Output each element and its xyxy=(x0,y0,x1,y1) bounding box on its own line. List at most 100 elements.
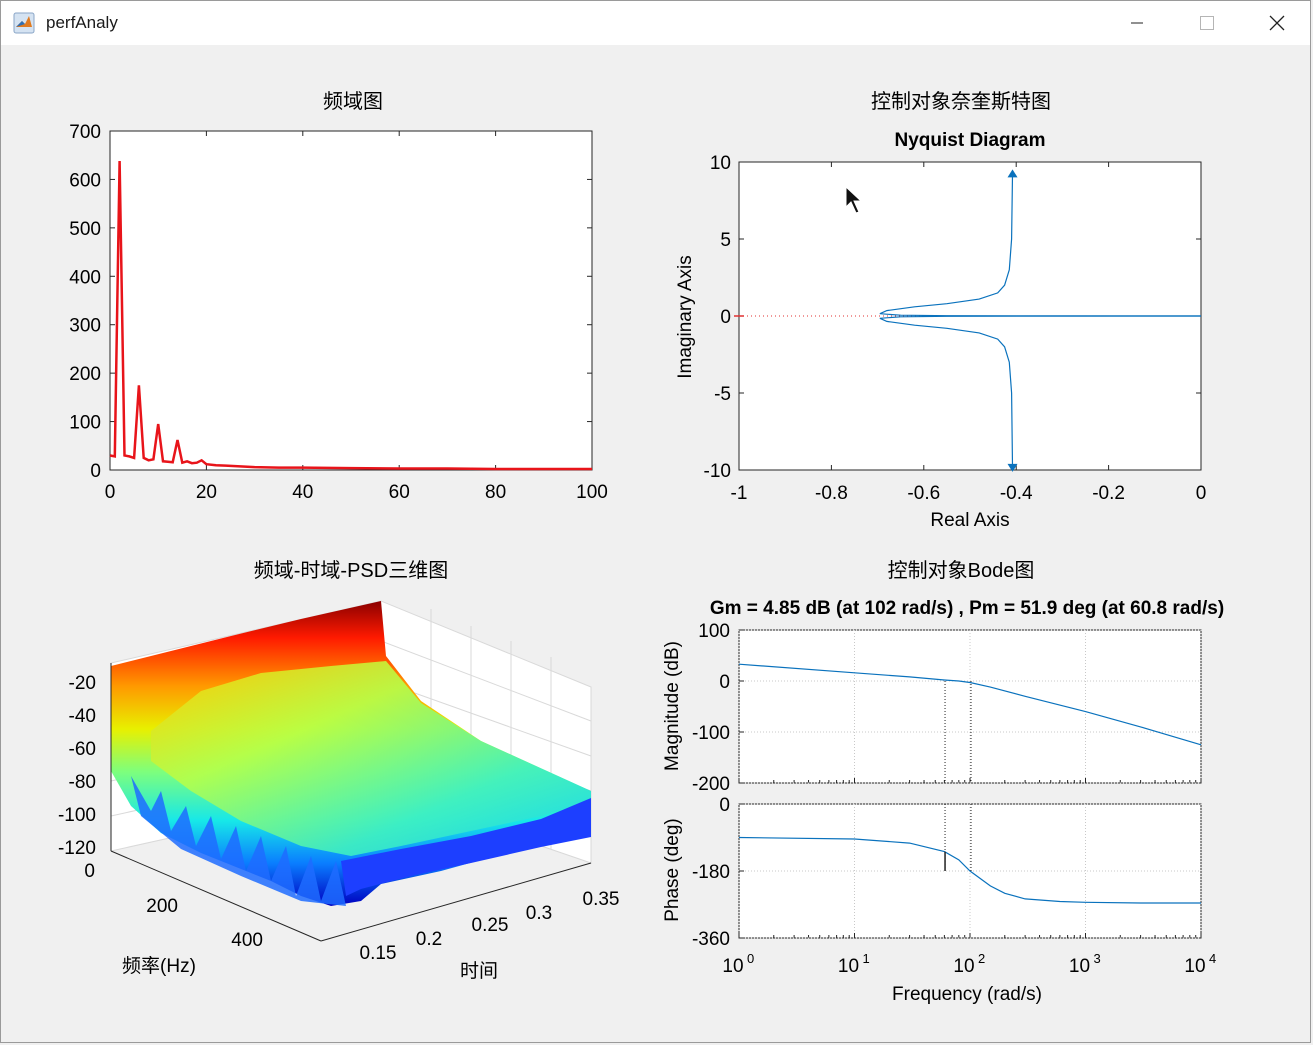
bode-mag-ylabel: Magnitude (dB) xyxy=(662,641,683,771)
bode-xtick-label: 10 xyxy=(1184,956,1205,977)
mouse-cursor-icon xyxy=(845,185,863,214)
psd-time-ticks: 0.15 0.2 0.25 0.3 0.35 xyxy=(360,889,620,964)
svg-text:-80: -80 xyxy=(69,772,96,793)
bode-xtick-exponent: 4 xyxy=(1209,951,1216,966)
svg-text:0.25: 0.25 xyxy=(472,915,509,936)
bode-xtick-label: 10 xyxy=(722,956,743,977)
psd-xlabel: 频率(Hz) xyxy=(122,955,196,977)
svg-text:-120: -120 xyxy=(58,838,96,859)
fft-ytick-label: 200 xyxy=(69,364,101,385)
fft-xtick-label: 100 xyxy=(576,482,608,503)
nyquist-xtick-label: -0.8 xyxy=(815,483,848,504)
nyquist-xtick-label: -1 xyxy=(731,483,748,504)
matlab-icon xyxy=(13,12,35,34)
close-button[interactable] xyxy=(1242,1,1312,45)
bode-ytick-label: 0 xyxy=(719,795,730,816)
psd-surface-front xyxy=(341,798,591,896)
svg-text:0.35: 0.35 xyxy=(583,889,620,910)
nyquist-ytick-label: -10 xyxy=(704,461,731,482)
nyquist-title: 控制对象奈奎斯特图 xyxy=(871,90,1051,113)
bode-ytick-label: -200 xyxy=(692,774,730,795)
nyquist-curves xyxy=(734,169,1201,472)
close-icon xyxy=(1269,15,1285,31)
bode-phase-line xyxy=(738,836,1201,904)
minimize-icon xyxy=(1131,22,1143,24)
fft-ytick-label: 0 xyxy=(90,461,101,482)
fft-title: 频域图 xyxy=(323,90,383,113)
bode-curves xyxy=(738,663,1202,904)
bode-xtick-exponent: 2 xyxy=(978,951,985,966)
nyquist-ylabel: Imaginary Axis xyxy=(675,255,696,379)
bode-xtick-exponent: 0 xyxy=(747,951,754,966)
bode-xtick-label: 10 xyxy=(1069,956,1090,977)
fft-xtick-label: 0 xyxy=(105,482,116,503)
fft-ytick-label: 500 xyxy=(69,219,101,240)
fft-plot[interactable]: 频域图 0 20 40 60 80 100 0 100 200 300 400 500 600 700 xyxy=(69,90,608,503)
bode-magnitude-line xyxy=(738,663,1202,746)
nyquist-ytick-label: 0 xyxy=(720,307,731,328)
nyquist-subtitle: Nyquist Diagram xyxy=(895,130,1046,151)
bode-ytick-label: -100 xyxy=(692,723,730,744)
nyquist-branch-1 xyxy=(879,315,1201,467)
nyquist-xtick-label: 0 xyxy=(1196,483,1207,504)
fft-series-line xyxy=(109,160,592,471)
psd-surface-mid xyxy=(151,661,591,856)
fft-ytick-label: 400 xyxy=(69,267,101,288)
psd-3d-plot[interactable]: 频域-时域-PSD三维图 xyxy=(58,559,620,982)
minimize-button[interactable] xyxy=(1102,1,1172,45)
svg-text:200: 200 xyxy=(146,896,178,917)
fft-xtick-label: 80 xyxy=(485,482,506,503)
window-title: perfAnaly xyxy=(46,13,118,32)
title-bar[interactable]: perfAnaly xyxy=(1,1,1310,45)
fft-xtick-label: 60 xyxy=(389,482,410,503)
psd-surface-ripples xyxy=(131,776,346,906)
nyquist-ytick-label: 10 xyxy=(710,153,731,174)
fft-ytick-label: 300 xyxy=(69,316,101,337)
svg-text:0: 0 xyxy=(84,861,95,882)
nyquist-ytick-label: 5 xyxy=(720,230,731,251)
svg-text:0.15: 0.15 xyxy=(360,943,397,964)
nyquist-xtick-label: -0.6 xyxy=(907,483,940,504)
psd-time-axis xyxy=(320,862,592,942)
svg-text:0.3: 0.3 xyxy=(526,903,552,924)
bode-ytick-label: -180 xyxy=(692,862,730,883)
fft-ytick-label: 700 xyxy=(69,122,101,143)
psd-freq-ticks: 0 200 400 xyxy=(84,861,263,951)
fft-ticks: 0 20 40 60 80 100 0 100 200 300 400 500 600 700 xyxy=(69,122,608,503)
svg-text:-60: -60 xyxy=(69,739,96,760)
maximize-button[interactable] xyxy=(1172,1,1242,45)
bode-ytick-label: 0 xyxy=(719,672,730,693)
svg-text:400: 400 xyxy=(231,930,263,951)
psd-z-ticks: -20 -40 -60 -80 -100 -120 xyxy=(58,673,96,859)
nyquist-xtick-label: -0.4 xyxy=(1000,483,1033,504)
nyquist-arrow-icon xyxy=(1007,169,1018,178)
bode-ytick-label: -360 xyxy=(692,929,730,950)
fft-ytick-label: 600 xyxy=(69,170,101,191)
nyquist-xlabel: Real Axis xyxy=(930,510,1009,531)
fft-xtick-label: 20 xyxy=(196,482,217,503)
bode-phase-ylabel: Phase (deg) xyxy=(662,818,683,922)
fft-ytick-label: 100 xyxy=(69,413,101,434)
maximize-icon xyxy=(1200,16,1214,30)
nyquist-ticks: -1 -0.8 -0.6 -0.4 -0.2 0 10 5 0 -5 -10 xyxy=(704,153,1207,504)
fft-xtick-label: 40 xyxy=(292,482,313,503)
bode-title: 控制对象Bode图 xyxy=(888,559,1035,582)
psd-title: 频域-时域-PSD三维图 xyxy=(254,559,448,582)
psd-ylabel: 时间 xyxy=(460,960,498,982)
bode-xlabel: Frequency (rad/s) xyxy=(892,984,1042,1005)
svg-text:-20: -20 xyxy=(69,673,96,694)
svg-text:-40: -40 xyxy=(69,706,96,727)
bode-ytick-label: 100 xyxy=(698,621,730,642)
bode-xtick-label: 10 xyxy=(953,956,974,977)
nyquist-plot[interactable]: 控制对象奈奎斯特图 Nyquist Diagram -1 -0.8 -0.6 -0.4… xyxy=(675,90,1206,531)
psd-freq-axis xyxy=(110,850,322,942)
svg-text:-100: -100 xyxy=(58,805,96,826)
svg-text:0.2: 0.2 xyxy=(416,929,442,950)
bode-mag-axes xyxy=(738,629,1202,784)
bode-plot[interactable]: 控制对象Bode图 Gm = 4.85 dB (at 102 rad/s) , … xyxy=(662,559,1224,1005)
fft-axes xyxy=(109,130,593,471)
bode-xtick-exponent: 3 xyxy=(1094,951,1101,966)
